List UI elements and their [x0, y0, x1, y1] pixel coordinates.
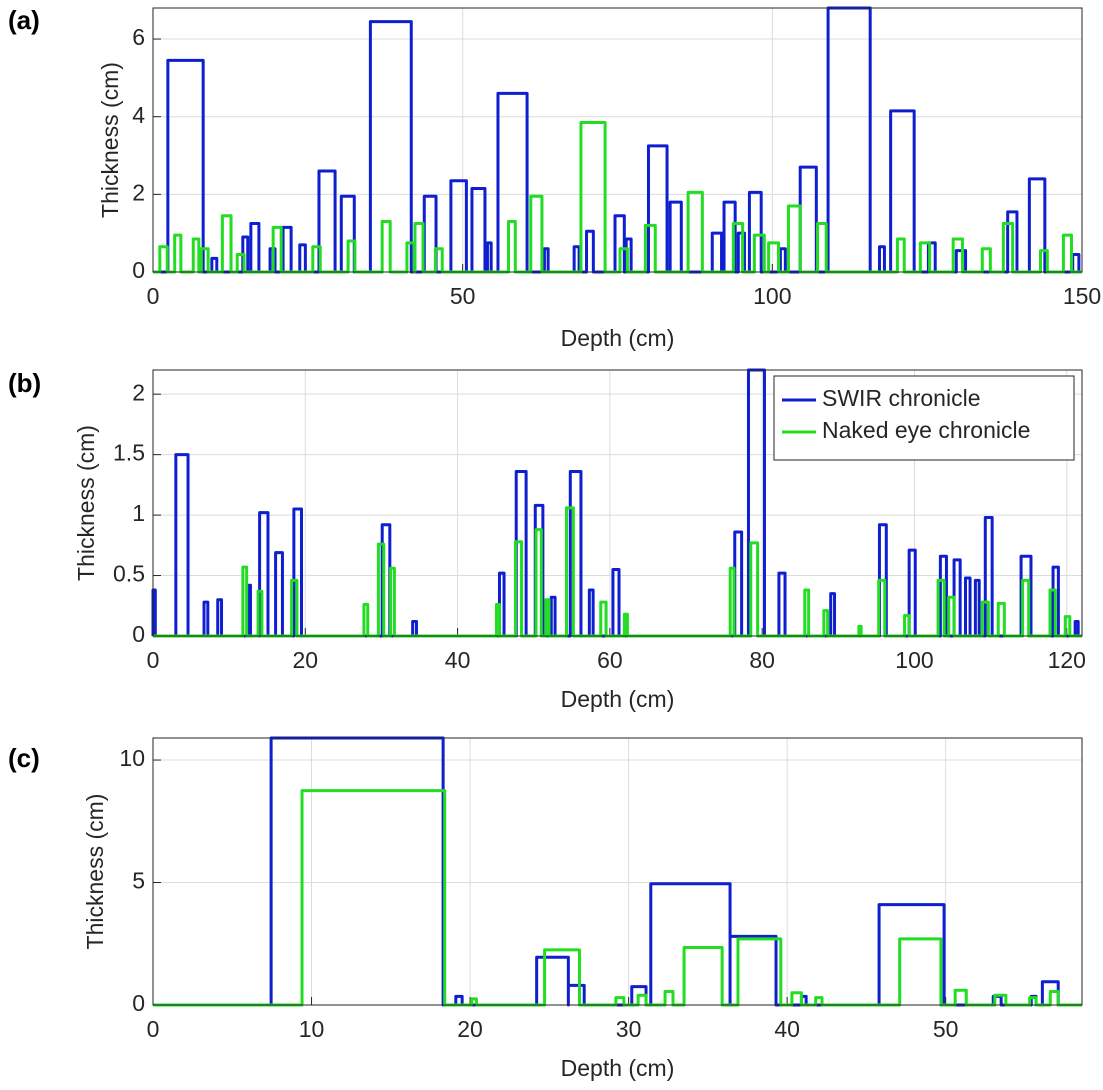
y-tick-label: 0 — [132, 621, 145, 647]
y-tick-label: 1 — [132, 500, 145, 526]
axes-box — [152, 369, 1083, 637]
y-tick-label: 2 — [132, 179, 145, 205]
x-tick-label: 0 — [147, 647, 160, 673]
x-tick-label: 20 — [292, 647, 318, 673]
panel-label: (c) — [8, 743, 40, 773]
y-tick-label: 0 — [132, 257, 145, 283]
y-tick-label: 1.5 — [113, 440, 145, 466]
x-tick-label: 100 — [753, 283, 791, 309]
x-tick-label: 10 — [299, 1016, 325, 1042]
x-tick-label: 150 — [1063, 283, 1101, 309]
plot-area — [153, 738, 1082, 1005]
y-tick-label: 2 — [132, 379, 145, 405]
legend-label: SWIR chronicle — [822, 385, 980, 411]
y-tick-label: 10 — [119, 745, 145, 771]
panel-label: (a) — [8, 5, 40, 35]
x-axis-label: Depth (cm) — [561, 686, 675, 712]
x-tick-label: 40 — [445, 647, 471, 673]
x-axis-label: Depth (cm) — [561, 325, 675, 351]
panel-label: (b) — [8, 368, 41, 398]
y-tick-label: 0.5 — [113, 561, 145, 587]
y-tick-label: 4 — [132, 102, 145, 128]
y-axis-label: Thickness (cm) — [82, 794, 108, 950]
x-tick-label: 60 — [597, 647, 623, 673]
axes-box — [152, 737, 1083, 1006]
y-tick-label: 6 — [132, 24, 145, 50]
y-axis-label: Thickness (cm) — [73, 425, 99, 581]
y-axis-label: Thickness (cm) — [97, 62, 123, 218]
legend-label: Naked eye chronicle — [822, 417, 1030, 443]
x-axis-label: Depth (cm) — [561, 1055, 675, 1081]
x-tick-label: 50 — [933, 1016, 959, 1042]
x-tick-label: 0 — [147, 1016, 160, 1042]
x-tick-label: 40 — [774, 1016, 800, 1042]
y-tick-label: 5 — [132, 868, 145, 894]
x-tick-label: 80 — [749, 647, 775, 673]
x-tick-label: 120 — [1048, 647, 1086, 673]
axes-box — [152, 7, 1083, 273]
plot-area — [153, 8, 1082, 272]
x-tick-label: 20 — [457, 1016, 483, 1042]
x-tick-label: 0 — [147, 283, 160, 309]
x-tick-label: 50 — [450, 283, 476, 309]
series-line — [153, 789, 1082, 1007]
y-tick-label: 0 — [132, 990, 145, 1016]
legend-box — [773, 375, 1075, 461]
x-tick-label: 100 — [895, 647, 933, 673]
x-tick-label: 30 — [616, 1016, 642, 1042]
series-line — [153, 506, 1082, 638]
